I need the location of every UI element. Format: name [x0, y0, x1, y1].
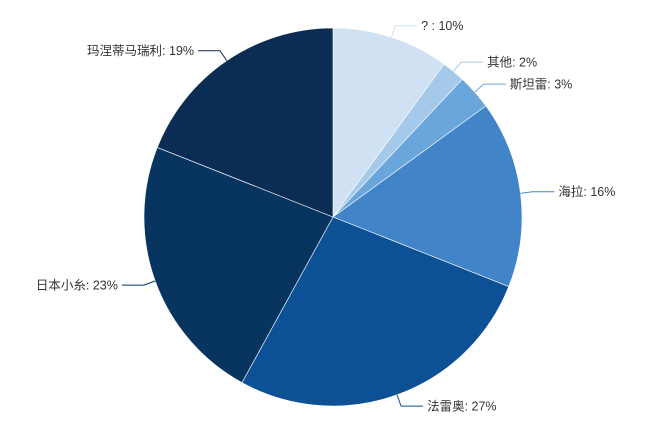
leader-line-6 [198, 50, 228, 61]
pie-slice-3[interactable] [332, 105, 523, 287]
leader-line-1 [453, 61, 484, 72]
leader-line-5 [121, 280, 156, 286]
leader-line-4 [396, 394, 424, 407]
slice-label-4: 法雷奥: 27% [427, 399, 496, 413]
slice-label-0: ? : 10% [421, 19, 463, 33]
leader-line-0 [390, 25, 418, 38]
pie-labels: ? : 10% 其他: 2% 斯坦雷: 3% 海拉: 16% 法雷奥: 27% 日本小糸:… [36, 19, 615, 413]
pie-slice-5[interactable] [143, 147, 334, 384]
pie-slice-4[interactable] [241, 216, 510, 407]
slice-label-3: 海拉: 16% [558, 184, 615, 199]
leader-line-2 [474, 83, 506, 93]
pie-slices [143, 27, 523, 407]
slice-label-1: 其他: 2% [487, 56, 537, 70]
slice-label-2: 斯坦雷: 3% [510, 77, 573, 91]
slice-label-6: 玛涅蒂马瑞利: 19% [87, 44, 194, 58]
leader-line-3 [520, 191, 555, 194]
pie-slice-0[interactable] [332, 27, 445, 218]
slice-label-5: 日本小糸: 23% [36, 278, 118, 292]
